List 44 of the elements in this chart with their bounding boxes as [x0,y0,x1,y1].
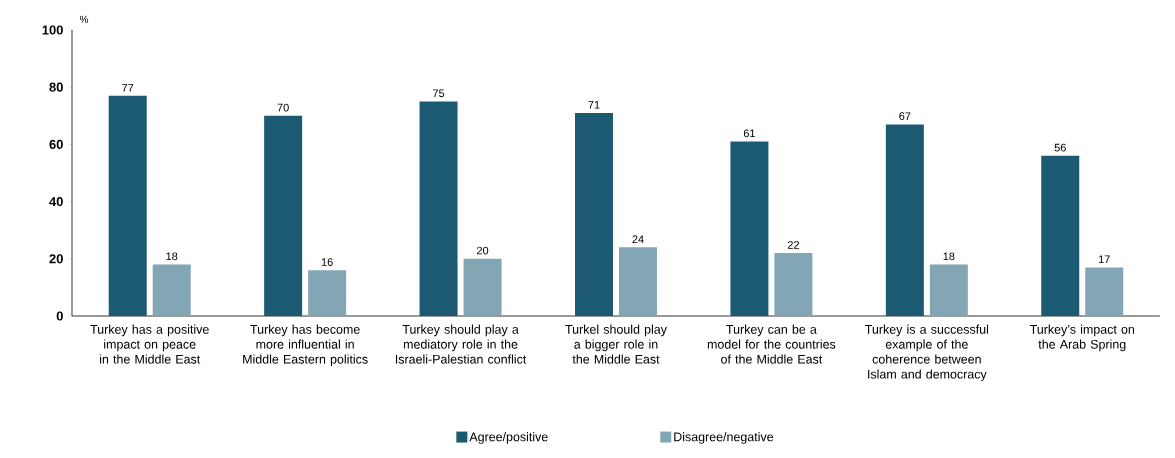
data-label: 18 [943,252,955,261]
x-tick-label: Turkel should play a bigger role in the Middle East [565,324,667,364]
x-tick-label: Turkey has a positive impact on peace in the Middle East [90,324,209,364]
bar [108,95,147,316]
data-label: 22 [787,241,799,249]
y-tick-label: 40 [49,197,63,207]
x-tick-label: Turkey can be a model for the countries of the Middle East [707,324,836,364]
bar [152,264,191,316]
y-axis-title: % [79,15,89,23]
y-tick-label: 60 [49,139,63,149]
bar [463,258,502,316]
bar [308,270,347,316]
bar [419,101,458,316]
bar [264,115,303,316]
legend-label: Disagree/negative [674,432,774,444]
data-label: 67 [899,112,911,121]
bar [574,112,613,316]
y-tick-label: 80 [49,82,63,92]
bar [730,141,769,316]
data-label: 77 [122,83,134,92]
data-label: 16 [321,258,333,266]
data-label: 75 [433,89,445,98]
bar [1041,155,1080,316]
bar [1085,267,1124,316]
data-label: 61 [743,129,755,138]
data-label: 56 [1054,143,1066,152]
x-tick-label: Turkey’s impact on the Arab Spring [1029,324,1135,352]
data-label: 18 [166,252,178,261]
y-tick-label: 0 [56,311,63,321]
data-label: 24 [632,235,644,244]
x-tick-label: Turkey is a successful example of the coherence between Islam and democracy [865,324,989,382]
data-label: 70 [277,103,289,112]
x-tick-label: Turkey has become more influential in Middle Eastern politics [243,324,368,367]
bar [774,253,813,316]
bar [929,264,968,316]
x-tick-label: Turkey should play a mediatory role in the Israeli-Palestian conflict [395,324,527,364]
data-label: 20 [477,246,489,255]
data-label: 17 [1099,255,1110,264]
y-tick-label: 100 [42,25,63,35]
y-tick-label: 20 [49,254,63,264]
legend-label: Agree/positive [469,432,548,444]
data-label: 71 [588,101,600,109]
bar [618,247,657,316]
bar [885,124,924,316]
